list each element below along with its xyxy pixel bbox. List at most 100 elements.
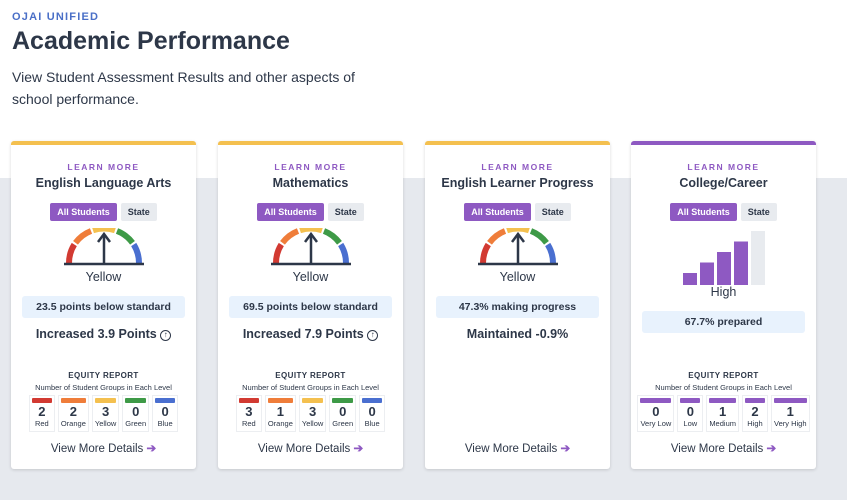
equity-heading: EQUITY REPORT — [68, 371, 139, 380]
view-more-details-link[interactable]: View More Details ➔ — [11, 441, 196, 455]
view-more-details-link[interactable]: View More Details ➔ — [631, 441, 816, 455]
equity-label: Orange — [60, 419, 86, 428]
arrow-right-icon: ➔ — [560, 443, 571, 455]
performance-level: Yellow — [292, 270, 329, 284]
equity-heading: EQUITY REPORT — [688, 371, 759, 380]
change-value: Increased 3.9 Points — [35, 327, 157, 341]
state-toggle[interactable]: State — [534, 203, 571, 221]
page-header: OJAI UNIFIED Academic Performance View S… — [12, 11, 392, 110]
equity-count: 1 — [786, 404, 794, 419]
equity-count: 2 — [751, 404, 759, 419]
equity-label: Green — [125, 419, 147, 428]
change-text: Increased 3.9 Points ↑ — [11, 327, 196, 341]
indicator-card: LEARN MORE Mathematics All Students State… — [218, 141, 403, 469]
equity-label: Yellow — [301, 419, 324, 428]
equity-count: 2 — [38, 404, 46, 419]
card-title: English Language Arts — [35, 176, 172, 190]
arrow-right-icon: ➔ — [353, 443, 364, 455]
gauge — [11, 225, 196, 266]
arrow-up-circle-icon: ↑ — [160, 330, 172, 341]
equity-count: 2 — [69, 404, 77, 419]
performance-level: Yellow — [85, 270, 122, 284]
change-text: Maintained -0.9% — [425, 327, 610, 341]
equity-count: 3 — [308, 404, 317, 419]
view-more-label: View More Details — [257, 443, 351, 455]
arrow-up-circle-icon: ↑ — [367, 330, 379, 341]
learn-more-link[interactable]: LEARN MORE — [687, 162, 760, 172]
arrow-right-icon: ➔ — [146, 443, 157, 455]
view-more-details-link[interactable]: View More Details ➔ — [425, 441, 610, 455]
equity-subheading: Number of Student Groups in Each Level — [655, 383, 792, 392]
district-name: OJAI UNIFIED — [12, 11, 100, 23]
equity-level-box: 3 Yellow — [91, 395, 120, 432]
equity-level-box: 2 Red — [28, 395, 55, 432]
learn-more-link[interactable]: LEARN MORE — [481, 162, 554, 172]
equity-count: 3 — [101, 404, 110, 419]
equity-label: Medium — [709, 419, 736, 428]
card-title: Mathematics — [272, 176, 349, 190]
equity-label: Green — [332, 419, 354, 428]
equity-label: Red — [241, 419, 256, 428]
level-bar — [699, 262, 714, 285]
all-students-toggle[interactable]: All Students — [50, 203, 117, 221]
equity-level-box: 0 Low — [677, 395, 704, 432]
view-more-details-link[interactable]: View More Details ➔ — [218, 441, 403, 455]
level-bars-icon — [682, 231, 765, 285]
status-text: 47.3% making progress — [436, 296, 599, 318]
equity-report: EQUITY REPORT Number of Student Groups in… — [11, 371, 196, 432]
equity-level-box: 0 Very Low — [637, 395, 675, 432]
equity-level-box: 3 Red — [235, 395, 262, 432]
change-value: Maintained -0.9% — [466, 327, 569, 341]
equity-level-box: 0 Blue — [359, 395, 386, 432]
equity-level-box: 1 Very High — [771, 395, 810, 432]
equity-report: EQUITY REPORT Number of Student Groups in… — [631, 371, 816, 432]
page-description: View Student Assessment Results and othe… — [12, 69, 355, 107]
all-students-toggle[interactable]: All Students — [257, 203, 324, 221]
card-title: College/Career — [679, 176, 768, 190]
equity-level-box: 2 High — [742, 395, 768, 432]
learn-more-link[interactable]: LEARN MORE — [274, 162, 347, 172]
equity-count: 0 — [132, 404, 140, 419]
level-bar — [682, 273, 697, 285]
equity-level-box: 3 Yellow — [298, 395, 327, 432]
indicator-card: LEARN MORE English Learner Progress All … — [425, 141, 610, 469]
level-bar — [716, 252, 731, 285]
state-toggle[interactable]: State — [740, 203, 777, 221]
arrow-right-icon: ➔ — [766, 443, 777, 455]
level-bar — [750, 231, 765, 285]
status-text: 69.5 points below standard — [229, 296, 392, 318]
state-toggle[interactable]: State — [327, 203, 364, 221]
equity-label: Very High — [774, 419, 807, 428]
performance-gauge-icon — [270, 225, 351, 266]
performance-gauge-icon — [477, 225, 558, 266]
learn-more-link[interactable]: LEARN MORE — [67, 162, 140, 172]
card-title: English Learner Progress — [441, 176, 594, 190]
view-more-label: View More Details — [670, 443, 764, 455]
view-more-label: View More Details — [464, 443, 558, 455]
page-title: Academic Performance — [12, 27, 290, 55]
equity-count: 0 — [339, 404, 347, 419]
equity-level-box: 0 Blue — [152, 395, 179, 432]
equity-subheading: Number of Student Groups in Each Level — [242, 383, 379, 392]
equity-level-box: 2 Orange — [57, 395, 89, 432]
equity-count: 0 — [161, 404, 169, 419]
equity-label: Yellow — [94, 419, 117, 428]
equity-subheading: Number of Student Groups in Each Level — [35, 383, 172, 392]
equity-level-box: 0 Green — [122, 395, 150, 432]
indicator-card: LEARN MORE English Language Arts All Stu… — [11, 141, 196, 469]
equity-level-box: 1 Medium — [706, 395, 739, 432]
equity-count: 3 — [245, 404, 253, 419]
change-value: Increased 7.9 Points — [242, 327, 364, 341]
equity-count: 0 — [368, 404, 376, 419]
equity-heading: EQUITY REPORT — [275, 371, 346, 380]
gauge — [218, 225, 403, 266]
equity-label: Blue — [157, 419, 173, 428]
all-students-toggle[interactable]: All Students — [670, 203, 737, 221]
view-more-label: View More Details — [50, 443, 144, 455]
status-text: 67.7% prepared — [642, 311, 805, 333]
equity-count: 0 — [686, 404, 694, 419]
all-students-toggle[interactable]: All Students — [464, 203, 531, 221]
level-bar — [733, 241, 748, 285]
state-toggle[interactable]: State — [120, 203, 157, 221]
equity-label: Red — [34, 419, 49, 428]
